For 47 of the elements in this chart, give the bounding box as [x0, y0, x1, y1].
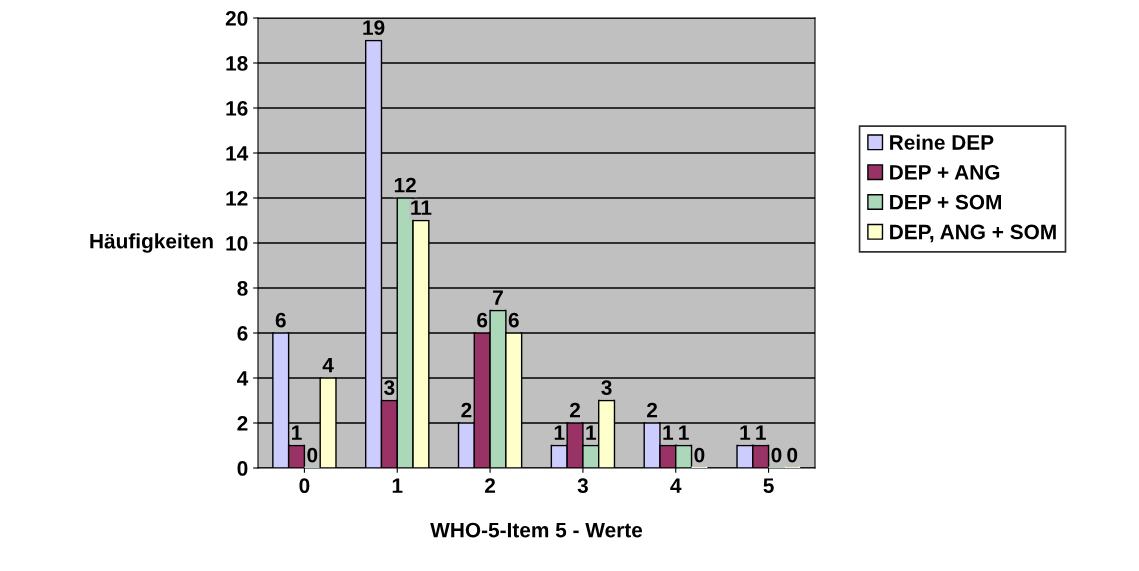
y-tick-label: 0: [237, 461, 248, 476]
data-label: 4: [322, 357, 334, 373]
data-label: 12: [394, 177, 416, 193]
data-label: 1: [756, 425, 766, 440]
data-label: 0: [307, 447, 318, 463]
data-label: 11: [411, 200, 432, 215]
legend-label: DEP + ANG: [890, 164, 1000, 180]
data-label: 2: [461, 402, 472, 418]
data-label: 7: [493, 290, 503, 305]
x-tick-label: 1: [392, 478, 403, 493]
data-label: 6: [477, 312, 488, 328]
x-tick-label: 5: [763, 478, 774, 494]
x-tick-label: 4: [670, 478, 682, 493]
data-label: 1: [292, 425, 302, 440]
data-label: 2: [569, 402, 580, 418]
data-label: 6: [508, 312, 519, 328]
y-tick-label: 4: [237, 371, 249, 386]
data-label: 6: [275, 312, 286, 328]
legend-label: Reine DEP: [890, 134, 994, 150]
data-label: 1: [740, 425, 751, 440]
y-tick-label: 10: [226, 236, 248, 251]
y-tick-label: 6: [237, 326, 248, 341]
x-tick-label: 3: [577, 478, 588, 494]
data-label: 0: [771, 447, 782, 463]
y-tick-label: 20: [225, 11, 248, 26]
legend-label: DEP + SOM: [890, 194, 1001, 210]
data-label: 0: [694, 447, 705, 463]
x-tick-label: 0: [299, 478, 310, 494]
legend-label: DEP, ANG + SOM: [890, 224, 1056, 243]
y-axis-title: Häufigkeiten: [90, 233, 213, 253]
x-axis-title: WHO-5-Item 5 - Werte: [430, 522, 643, 538]
data-label: 3: [601, 380, 612, 396]
y-tick-label: 8: [237, 281, 248, 296]
data-label: 2: [647, 402, 658, 418]
data-label: 3: [384, 380, 395, 396]
y-tick-label: 16: [226, 101, 248, 116]
data-label: 1: [679, 425, 689, 440]
data-label: 1: [663, 425, 674, 440]
data-label: 0: [787, 447, 798, 463]
y-tick-label: 14: [226, 146, 249, 161]
x-tick-label: 2: [485, 478, 496, 493]
y-tick-label: 12: [226, 191, 248, 206]
data-label: 1: [554, 425, 565, 440]
y-tick-label: 2: [237, 416, 248, 431]
data-label: 19: [363, 20, 385, 35]
data-label: 1: [586, 425, 597, 440]
y-tick-label: 18: [226, 56, 248, 71]
